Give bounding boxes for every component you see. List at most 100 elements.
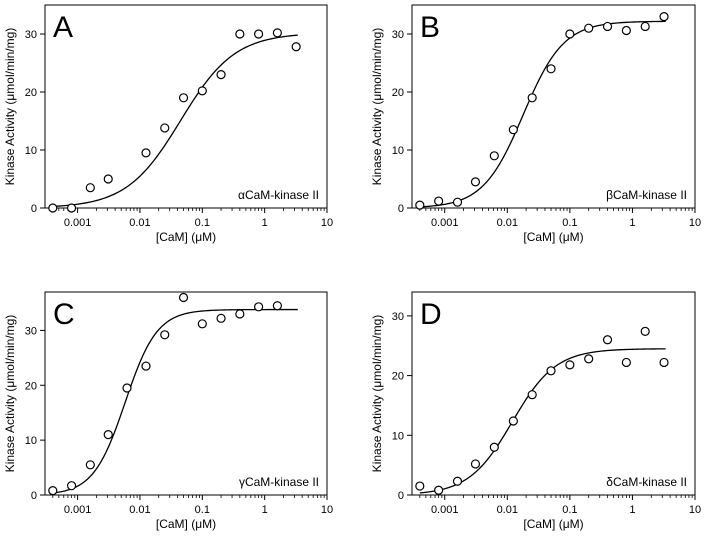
panel-d-xtick-label: 10 bbox=[689, 504, 701, 516]
panel-d-xtick-label: 0.001 bbox=[431, 504, 459, 516]
panel-d-ytick-label: 20 bbox=[392, 371, 404, 383]
panel-a-data-point bbox=[216, 69, 226, 80]
panel-b-fit-curve bbox=[419, 20, 666, 208]
panel-b-data-point bbox=[489, 151, 499, 161]
panel-d-ylabel: Kinase Activity (μmol/min/mg) bbox=[370, 315, 384, 473]
panel-c-frame bbox=[44, 291, 328, 496]
panel-a-xtick-label: 10 bbox=[321, 217, 333, 229]
panel-b-xtick-label: 10 bbox=[689, 217, 701, 229]
panel-a-data-point bbox=[178, 93, 189, 103]
panel-b-ytick-label: 10 bbox=[392, 145, 404, 157]
panel-b-annotation: βCaM-kinase II bbox=[606, 188, 687, 202]
panel-b-ytick-label: 30 bbox=[392, 29, 404, 41]
panel-b-data-point bbox=[621, 25, 631, 36]
panel-a-data-point bbox=[141, 148, 151, 158]
panel-a-data-point bbox=[66, 203, 77, 213]
panel-b-ytick-label: 20 bbox=[392, 87, 404, 99]
panel-a-data-point bbox=[48, 203, 58, 213]
panel-b-data-point bbox=[470, 177, 481, 187]
panel-b-data-point bbox=[527, 93, 537, 103]
panel-b-xtick-label: 1 bbox=[629, 217, 635, 229]
panel-b-xtick-label: 0.001 bbox=[431, 217, 459, 229]
panel-d-data-point bbox=[527, 390, 537, 400]
panel-a-data-point bbox=[235, 29, 245, 39]
panel-a-data-point bbox=[291, 42, 301, 52]
panel-c-data-point bbox=[103, 430, 113, 440]
panel-a-fit-curve bbox=[52, 34, 298, 208]
panel-c-ytick-label: 30 bbox=[25, 325, 37, 337]
panel-c-ytick-label: 0 bbox=[31, 490, 37, 502]
panel-d-data-point bbox=[434, 485, 444, 495]
panel-d-data-point bbox=[565, 360, 575, 370]
panel-d-xlabel: [CaM] (μM) bbox=[523, 517, 583, 531]
panel-b-data-point bbox=[640, 21, 650, 32]
panel-d-ytick-label: 0 bbox=[398, 490, 404, 502]
panel-b-xtick-label: 0.1 bbox=[562, 217, 577, 229]
panel-c-data-point bbox=[141, 361, 151, 371]
panel-d-data-point bbox=[452, 476, 463, 486]
panel-b-data-point bbox=[508, 125, 518, 135]
panel-c-annotation: γCaM-kinase II bbox=[239, 475, 319, 489]
panel-c-data-point bbox=[235, 309, 245, 319]
panel-b-frame bbox=[411, 4, 696, 209]
panel-c-xtick-label: 10 bbox=[321, 504, 333, 516]
panel-a-ytick-label: 30 bbox=[25, 29, 37, 41]
panel-a-data-point bbox=[160, 123, 170, 133]
panel-d-data-point bbox=[584, 354, 594, 364]
panel-a-xtick-label: 0.001 bbox=[64, 217, 92, 229]
panel-a-frame bbox=[44, 4, 328, 209]
panel-d-xtick-label: 0.01 bbox=[497, 504, 518, 516]
panel-b: 0.001 0.01 0.1 1 10 0 10 20 30 [CaM] (μM) Kinase A… bbox=[370, 4, 701, 244]
panel-b-xtick-label: 0.01 bbox=[497, 217, 518, 229]
panel-d-data-point bbox=[659, 357, 669, 368]
panel-d-data-point bbox=[508, 416, 518, 426]
panel-b-xlabel: [CaM] (μM) bbox=[523, 230, 583, 244]
panel-a-data-point bbox=[103, 174, 113, 184]
panel-d-data-point bbox=[640, 326, 650, 337]
panel-a-ytick-label: 20 bbox=[25, 87, 37, 99]
panel-c-xlabel: [CaM] (μM) bbox=[156, 517, 216, 531]
panel-c-xtick-label: 0.01 bbox=[129, 504, 150, 516]
panel-a-ytick-label: 10 bbox=[25, 145, 37, 157]
panel-c-xtick-label: 0.001 bbox=[64, 504, 92, 516]
panel-c: 0.001 0.01 0.1 1 10 0 10 20 30 [CaM] (μM) Kinase A… bbox=[3, 291, 333, 531]
panel-c-ytick-label: 10 bbox=[25, 435, 37, 447]
panel-d-fit-curve bbox=[419, 348, 666, 494]
panel-b-data-point bbox=[415, 200, 425, 210]
panel-b-ylabel: Kinase Activity (μmol/min/mg) bbox=[370, 28, 384, 186]
panel-d: 0.001 0.01 0.1 1 10 0 10 20 30 [CaM] (μM) Kinase A… bbox=[370, 291, 701, 531]
panel-a-data-point bbox=[254, 29, 264, 39]
panel-d-xtick-label: 1 bbox=[629, 504, 635, 516]
panel-c-data-point bbox=[85, 460, 95, 470]
panel-a-xlabel: [CaM] (μM) bbox=[156, 230, 216, 244]
panel-a: 0.001 0.01 0.1 1 10 0 10 20 30 [CaM] (μM) Kinase A… bbox=[3, 4, 333, 244]
panel-c-xtick-label: 1 bbox=[262, 504, 268, 516]
panel-b-data-point bbox=[452, 197, 463, 207]
panel-a-annotation: αCaM-kinase II bbox=[238, 188, 319, 202]
panel-c-data-point bbox=[197, 319, 207, 329]
panel-c-letter: C bbox=[53, 298, 75, 331]
panel-d-ytick-label: 10 bbox=[392, 430, 404, 442]
panel-d-data-point bbox=[546, 366, 556, 376]
panel-a-xtick-label: 0.1 bbox=[195, 217, 210, 229]
panel-c-data-point bbox=[48, 486, 58, 496]
panel-d-xtick-label: 0.1 bbox=[562, 504, 577, 516]
panel-d-data-point bbox=[621, 357, 631, 368]
panel-a-data-point bbox=[197, 86, 207, 96]
panel-b-data-point bbox=[584, 23, 594, 33]
panel-c-data-point bbox=[160, 330, 170, 340]
panel-a-xtick-label: 1 bbox=[262, 217, 268, 229]
panel-c-ytick-label: 20 bbox=[25, 380, 37, 392]
panel-c-data-point bbox=[122, 383, 132, 393]
panel-a-letter: A bbox=[53, 11, 73, 44]
panel-d-data-point bbox=[470, 459, 481, 469]
panel-a-data-point bbox=[85, 183, 95, 193]
panel-a-xtick-label: 0.01 bbox=[129, 217, 150, 229]
panel-c-data-point bbox=[272, 301, 282, 311]
panel-b-data-point bbox=[434, 196, 444, 206]
panel-d-frame bbox=[411, 291, 696, 496]
panel-a-data-point bbox=[272, 28, 282, 38]
panel-d-data-point bbox=[415, 481, 425, 491]
panel-d-ytick-label: 30 bbox=[392, 311, 404, 323]
